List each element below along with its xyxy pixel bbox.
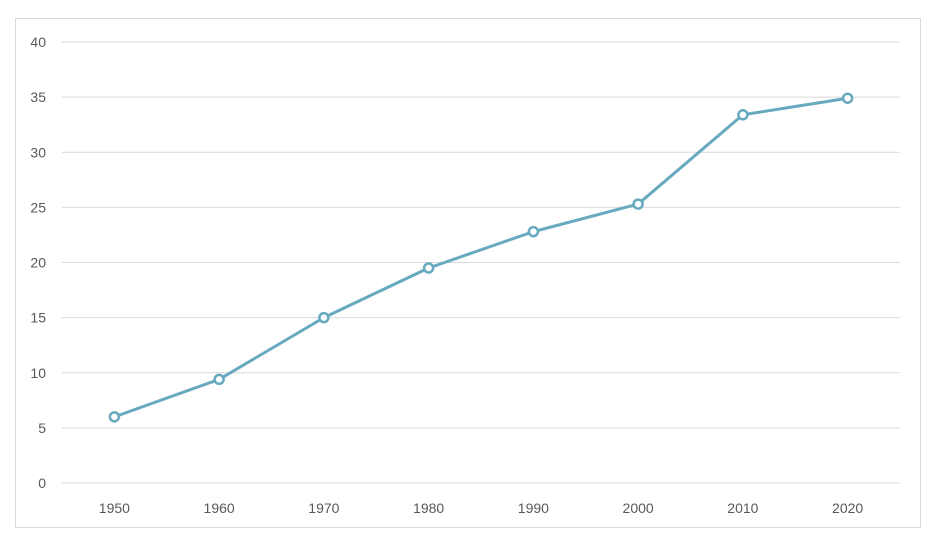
data-point-marker: [318, 311, 330, 324]
x-tick-label: 2000: [623, 500, 654, 516]
y-tick-label: 5: [38, 420, 46, 436]
chart-frame: [15, 18, 921, 528]
y-tick-label: 25: [30, 199, 46, 215]
y-tick-label: 10: [30, 365, 46, 381]
data-point-marker: [108, 411, 121, 423]
data-point-marker: [422, 262, 435, 274]
x-tick-label: 1950: [99, 500, 130, 516]
y-axis-tick-labels: 0 5 10 15 20 25 30 35 40: [30, 34, 46, 491]
series-line: [112, 96, 850, 419]
x-axis-tick-labels: 1950 1960 1970 1980 1990 2000 2010 2020: [99, 500, 864, 516]
y-tick-label: 20: [30, 255, 46, 271]
x-tick-label: 2010: [727, 500, 758, 516]
y-tick-label: 0: [38, 475, 46, 491]
gridlines: [62, 41, 900, 484]
data-point-marker: [737, 109, 749, 121]
data-point-marker: [632, 198, 644, 210]
data-series: [108, 92, 854, 423]
data-point-marker: [841, 92, 854, 104]
y-tick-label: 40: [30, 34, 46, 50]
x-tick-label: 1960: [204, 500, 235, 516]
data-point-marker: [527, 225, 540, 238]
x-tick-label: 1980: [413, 500, 444, 516]
data-point-marker: [213, 373, 225, 386]
x-tick-label: 1970: [308, 500, 339, 516]
y-tick-label: 30: [30, 144, 46, 160]
x-tick-label: 1990: [518, 500, 549, 516]
x-tick-label: 2020: [832, 500, 863, 516]
y-tick-label: 35: [30, 89, 46, 105]
y-tick-label: 15: [30, 310, 46, 326]
